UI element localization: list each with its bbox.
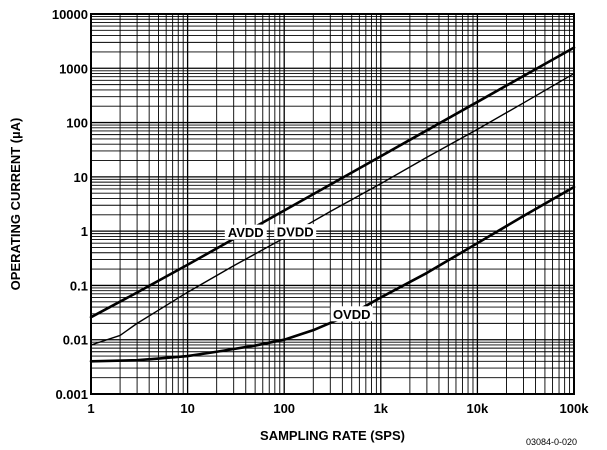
series-label-bg-dvdd (274, 224, 317, 240)
series-label-dvdd: DVDD (277, 225, 314, 240)
x-tick-label: 10 (180, 401, 194, 416)
y-tick-label: 10000 (52, 7, 88, 22)
y-axis-tick-labels: 0.001 0.01 0.1 1 10 100 1000 10000 (52, 7, 88, 402)
series-labels: AVDD DVDD OVDD (224, 224, 373, 322)
y-tick-label: 0.1 (70, 278, 88, 293)
series-label-ovdd: OVDD (333, 307, 371, 322)
series-line-avdd (89, 46, 576, 319)
x-tick-label: 100k (560, 401, 590, 416)
figure-id: 03084-0-020 (526, 437, 577, 447)
x-axis-title: SAMPLING RATE (SPS) (260, 428, 405, 443)
y-tick-label: 10 (74, 170, 88, 185)
series-label-bg-avdd (224, 224, 267, 240)
plot-frame (90, 13, 575, 395)
x-axis-tick-labels: 1 10 100 1k 10k 100k (87, 401, 589, 416)
y-tick-label: 1000 (59, 61, 88, 76)
series-line-dvdd (90, 72, 575, 346)
y-tick-label: 0.01 (63, 333, 88, 348)
x-tick-label: 1k (374, 401, 389, 416)
y-tick-label: 0.001 (55, 387, 88, 402)
x-tick-label: 100 (273, 401, 295, 416)
y-tick-label: 1 (81, 224, 88, 239)
x-tick-label: 10k (467, 401, 489, 416)
x-tick-label: 1 (87, 401, 94, 416)
series-label-avdd: AVDD (228, 225, 264, 240)
y-axis-title: OPERATING CURRENT (µA) (8, 118, 23, 291)
grid (90, 14, 574, 395)
y-tick-label: 100 (66, 116, 88, 131)
series-line-ovdd (89, 185, 576, 363)
series-label-bg-ovdd (330, 306, 373, 322)
